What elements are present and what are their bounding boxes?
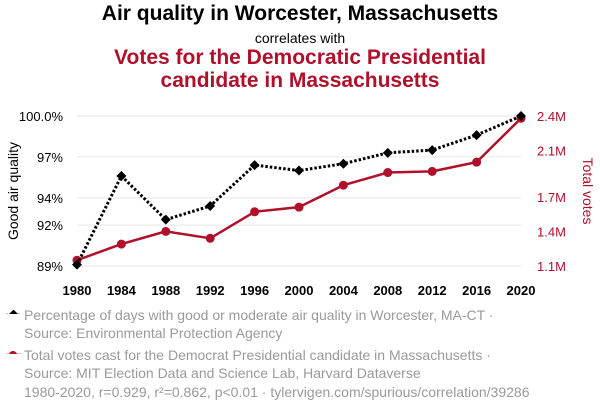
- left-tick-label: 92%: [37, 218, 63, 233]
- x-tick-label: 1992: [196, 283, 225, 298]
- x-tick-label: 2016: [462, 283, 491, 298]
- data-point-votes: [383, 168, 393, 178]
- data-point-air-quality: [516, 111, 526, 121]
- legend-votes-line1: Total votes cast for the Democrat Presid…: [24, 347, 491, 363]
- data-point-air-quality: [72, 259, 82, 270]
- chart-footer: 1980-2020, r=0.929, r²=0.862, p<0.01 · t…: [24, 384, 530, 400]
- right-axis: 1.1M 1.4M 1.7M 2.1M 2.4M: [537, 109, 566, 274]
- x-tick-label: 1984: [107, 283, 137, 298]
- data-point-air-quality: [205, 201, 216, 211]
- x-tick-label: 1980: [63, 283, 92, 298]
- data-point-votes: [472, 157, 482, 167]
- right-tick-label: 2.4M: [537, 109, 566, 124]
- x-tick-label: 2020: [507, 283, 536, 298]
- right-tick-label: 1.1M: [537, 259, 566, 274]
- right-tick-label: 2.1M: [537, 144, 566, 159]
- data-point-votes: [338, 180, 348, 190]
- data-point-air-quality: [382, 147, 393, 158]
- chart-title-secondary-line2: candidate in Massachusetts: [160, 69, 440, 92]
- data-point-votes: [427, 166, 437, 176]
- x-tick-label: 2004: [329, 283, 359, 298]
- legend-item-votes: Total votes cast for the Democrat Presid…: [6, 346, 586, 382]
- data-point-votes: [116, 239, 126, 249]
- data-point-air-quality: [294, 165, 304, 176]
- left-tick-label: 94%: [37, 191, 63, 206]
- data-point-air-quality: [338, 158, 349, 169]
- left-tick-label: 100.0%: [19, 109, 64, 124]
- x-tick-label: 2008: [373, 283, 402, 298]
- x-tick-label: 1988: [151, 283, 180, 298]
- line-chart: 89%92%94%97%100.0% 1.1M1.4M1.7M2.1M2.4M …: [5, 109, 596, 298]
- left-tick-label: 97%: [37, 150, 63, 165]
- x-axis: 1980 1984 1988 1992 1996 2000 2004 2008 2012 2016…: [63, 283, 536, 298]
- legend-text-votes: Total votes cast for the Democrat Presid…: [24, 346, 491, 382]
- legend-air-quality-line1: Percentage of days with good or moderate…: [24, 307, 494, 323]
- data-point-air-quality: [471, 130, 482, 141]
- left-axis: 89% 92% 94% 97% 100.0%: [19, 109, 64, 274]
- x-tick-label: 1996: [240, 283, 269, 298]
- legend-text-air-quality: Percentage of days with good or moderate…: [24, 306, 493, 342]
- chart-title: Air quality in Worcester, Massachusetts: [101, 2, 499, 25]
- right-tick-label: 1.4M: [537, 224, 566, 239]
- series-line-air-quality: [75, 114, 522, 266]
- x-tick-label: 2000: [285, 283, 314, 298]
- legend-item-air-quality: Percentage of days with good or moderate…: [6, 306, 586, 342]
- data-point-votes: [294, 202, 304, 212]
- series-line-votes: [76, 117, 522, 262]
- legend-marker-votes: [6, 351, 22, 354]
- legend-air-quality-source: Source: Environmental Protection Agency: [24, 325, 283, 341]
- x-tick-label: 2012: [418, 283, 447, 298]
- chart-title-secondary-line1: Votes for the Democratic Presidential: [114, 46, 486, 69]
- legend-marker-air-quality: [6, 310, 22, 314]
- data-point-votes: [161, 226, 171, 236]
- y-axis-label-right: Total votes: [580, 158, 596, 225]
- data-point-air-quality: [249, 160, 260, 171]
- data-point-air-quality: [427, 145, 438, 156]
- data-point-votes: [205, 233, 215, 243]
- left-tick-label: 89%: [37, 259, 63, 274]
- data-point-votes: [250, 207, 260, 217]
- data-point-air-quality: [116, 171, 127, 181]
- series-votes: [72, 113, 526, 265]
- data-point-air-quality: [160, 214, 171, 225]
- right-tick-label: 1.7M: [537, 190, 566, 205]
- series-air-quality: [72, 111, 526, 270]
- chart-subtitle: correlates with: [254, 30, 346, 46]
- legend-votes-source: Source: MIT Election Data and Science La…: [24, 365, 421, 381]
- gridlines: [77, 115, 521, 267]
- chart-title-secondary: Votes for the Democratic Presidential ca…: [0, 46, 600, 92]
- y-axis-label-left: Good air quality: [5, 142, 21, 240]
